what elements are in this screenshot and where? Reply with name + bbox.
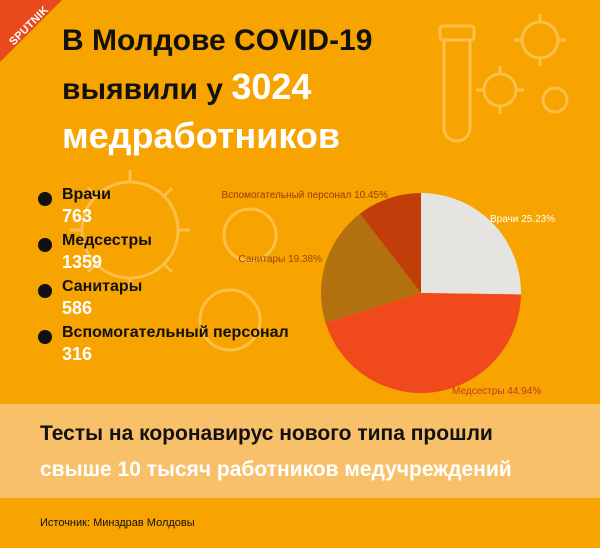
- pie-slice: [359, 193, 421, 293]
- bullet-icon: [38, 330, 52, 344]
- title-line-3: медработников: [62, 115, 341, 156]
- legend-label: Врачи: [62, 186, 111, 203]
- title-number: 3024: [231, 66, 312, 107]
- source-text: Источник: Минздрав Молдовы: [40, 517, 195, 529]
- test-tube-cap-icon: [438, 24, 476, 42]
- title-line-2: выявили у 3024: [62, 64, 442, 113]
- test-tube-icon: [442, 40, 472, 143]
- pie-slice: [325, 293, 521, 393]
- legend-label: Медсестры: [62, 232, 152, 249]
- slice-label: Медсестры 44.94%: [452, 386, 541, 397]
- legend-label: Вспомогательный персонал: [62, 324, 289, 341]
- banner-line-1: Тесты на коронавирус нового типа прошли: [40, 422, 493, 445]
- legend-value: 763: [62, 206, 93, 226]
- virus-icon: [198, 288, 262, 352]
- title-prefix: выявили у: [62, 73, 223, 106]
- pie-slice: [421, 193, 521, 295]
- legend-value: 586: [62, 298, 93, 318]
- banner-line-2: свыше 10 тысяч работников медучреждений: [40, 458, 512, 481]
- legend-value: 316: [62, 344, 93, 364]
- page-title: В Молдове COVID-19 выявили у 3024 медраб…: [62, 18, 442, 159]
- sputnik-logo: [0, 0, 62, 62]
- banner: Тесты на коронавирус нового типа прошли …: [0, 404, 600, 498]
- pie-slice: [321, 213, 421, 323]
- legend-value: 1359: [62, 252, 103, 272]
- bullet-icon: [38, 238, 52, 252]
- title-line-1: В Молдове COVID-19: [62, 24, 373, 57]
- slice-label: Санитары 19.38%: [239, 254, 323, 265]
- virus-icon: [222, 207, 278, 263]
- slice-label: Врачи 25.23%: [490, 214, 555, 225]
- bullet-icon: [38, 284, 52, 298]
- legend-label: Санитары: [62, 278, 143, 295]
- slice-label: Вспомогательный персонал 10.45%: [222, 190, 389, 201]
- bullet-icon: [38, 192, 52, 206]
- virus-icon: [541, 86, 569, 114]
